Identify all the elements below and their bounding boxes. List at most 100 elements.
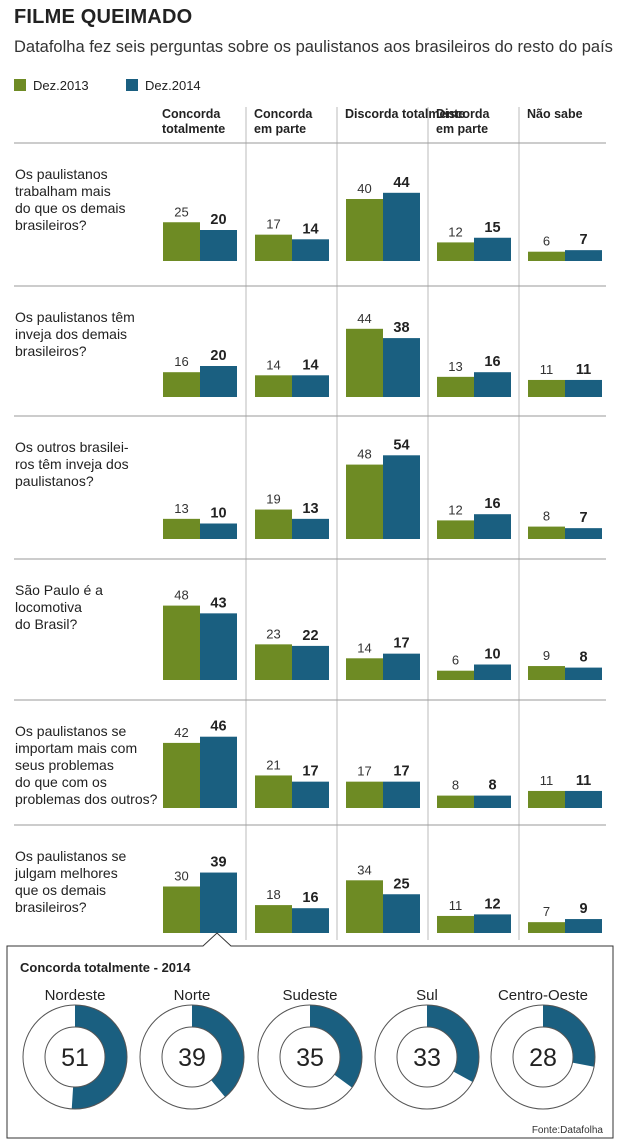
legend-swatch-2013 — [14, 79, 26, 91]
bar-2013-row-1-col-4 — [528, 379, 565, 397]
bar-2014-row-3-col-1 — [292, 645, 329, 680]
donut-inner-ring-3 — [396, 1026, 458, 1088]
value-label-2013-row-0-col-0: 25 — [174, 204, 188, 219]
value-label-2014-row-5-col-0: 39 — [210, 855, 226, 871]
question-0-line-1: trabalham mais — [15, 183, 111, 199]
bar-2013-row-0-col-0 — [163, 222, 200, 261]
bar-2014-row-1-col-2 — [383, 338, 420, 397]
column-header-1-line-0: Concorda — [254, 107, 313, 121]
bar-2013-row-3-col-1 — [255, 644, 292, 680]
value-label-2013-row-3-col-2: 14 — [357, 640, 371, 655]
question-1-line-0: Os paulistanos têm — [15, 309, 135, 325]
bar-2013-row-2-col-0 — [163, 518, 200, 539]
bar-2013-row-0-col-2 — [346, 199, 383, 261]
value-label-2014-row-1-col-4: 11 — [576, 362, 591, 378]
value-label-2014-row-5-col-3: 12 — [484, 896, 500, 912]
value-label-2013-row-1-col-1: 14 — [266, 357, 280, 372]
bar-2014-row-3-col-3 — [474, 664, 511, 680]
question-4-line-3: do que com os — [15, 774, 107, 790]
donut-inner-ring-2 — [279, 1026, 341, 1088]
value-label-2014-row-4-col-3: 8 — [488, 778, 496, 794]
question-0-line-3: brasileiros? — [15, 217, 87, 233]
value-label-2013-row-5-col-0: 30 — [174, 869, 188, 884]
value-label-2014-row-2-col-4: 7 — [579, 510, 587, 526]
column-header-1-line-1: em parte — [254, 122, 306, 136]
value-label-2013-row-4-col-2: 17 — [357, 764, 371, 779]
bar-2014-row-0-col-2 — [383, 192, 420, 261]
question-4-line-1: importam mais com — [15, 740, 137, 756]
value-label-2013-row-0-col-4: 6 — [543, 234, 550, 249]
question-0-line-2: do que os demais — [15, 200, 126, 216]
legend-label-2014: Dez.2014 — [145, 78, 201, 93]
column-header-4-line-0: Não sabe — [527, 107, 583, 121]
bar-2014-row-1-col-0 — [200, 366, 237, 397]
question-0-line-0: Os paulistanos — [15, 166, 108, 182]
value-label-2014-row-0-col-1: 14 — [302, 221, 318, 237]
value-label-2014-row-0-col-4: 7 — [579, 232, 587, 248]
question-3-line-0: São Paulo é a — [15, 582, 103, 598]
donut-arc-0 — [71, 1005, 127, 1109]
bar-2013-row-3-col-4 — [528, 666, 565, 680]
question-3-line-2: do Brasil? — [15, 616, 77, 632]
donut-inner-ring-4 — [512, 1026, 574, 1088]
value-label-2013-row-3-col-4: 9 — [543, 648, 550, 663]
value-label-2014-row-5-col-1: 16 — [302, 890, 318, 906]
source-note: Fonte:Datafolha — [532, 1125, 604, 1136]
bar-2013-row-0-col-3 — [437, 242, 474, 261]
question-5-line-1: julgam melhores — [14, 865, 118, 881]
value-label-2014-row-1-col-3: 16 — [484, 354, 500, 370]
bar-2013-row-4-col-3 — [437, 795, 474, 808]
value-label-2013-row-4-col-1: 21 — [266, 757, 280, 772]
legend-swatch-2014 — [126, 79, 138, 91]
donut-arc-4 — [542, 1005, 595, 1067]
bar-2013-row-2-col-1 — [255, 509, 292, 539]
bar-2014-row-0-col-3 — [474, 237, 511, 261]
value-label-2014-row-0-col-0: 20 — [210, 212, 226, 228]
value-label-2014-row-3-col-1: 22 — [302, 628, 318, 644]
value-label-2014-row-0-col-2: 44 — [393, 175, 409, 191]
bar-2014-row-5-col-1 — [292, 908, 329, 933]
question-5-line-0: Os paulistanos se — [15, 848, 126, 864]
value-label-2014-row-3-col-3: 10 — [484, 647, 500, 663]
value-label-2013-row-1-col-3: 13 — [448, 359, 462, 374]
bar-2013-row-1-col-2 — [346, 328, 383, 397]
donut-value-2: 35 — [296, 1044, 324, 1072]
value-label-2013-row-2-col-0: 13 — [174, 501, 188, 516]
bar-2013-row-4-col-0 — [163, 742, 200, 808]
value-label-2013-row-0-col-2: 40 — [357, 181, 371, 196]
donut-box-title: Concorda totalmente - 2014 — [20, 960, 191, 975]
bar-2014-row-4-col-0 — [200, 736, 237, 808]
bar-2013-row-1-col-3 — [437, 376, 474, 397]
donut-label-4: Centro-Oeste — [498, 987, 588, 1004]
donut-label-2: Sudeste — [282, 987, 337, 1004]
value-label-2014-row-5-col-4: 9 — [579, 901, 587, 917]
question-5-line-2: que os demais — [15, 882, 106, 898]
value-label-2013-row-3-col-0: 48 — [174, 588, 188, 603]
value-label-2014-row-1-col-0: 20 — [210, 348, 226, 364]
donut-value-3: 33 — [413, 1044, 441, 1072]
column-header-0-line-1: totalmente — [162, 122, 225, 136]
value-label-2013-row-2-col-4: 8 — [543, 509, 550, 524]
value-label-2013-row-1-col-2: 44 — [357, 311, 371, 326]
value-label-2014-row-2-col-0: 10 — [210, 506, 226, 522]
column-header-3-line-0: Discorda — [436, 107, 491, 121]
bar-2014-row-1-col-4 — [565, 379, 602, 397]
bar-2013-row-5-col-0 — [163, 886, 200, 933]
bar-2014-row-1-col-3 — [474, 372, 511, 397]
bar-2014-row-5-col-0 — [200, 872, 237, 933]
donut-value-1: 39 — [178, 1044, 206, 1072]
donut-inner-ring-1 — [161, 1026, 223, 1088]
value-label-2013-row-2-col-3: 12 — [448, 502, 462, 517]
bar-2013-row-4-col-1 — [255, 775, 292, 808]
bar-2014-row-0-col-4 — [565, 250, 602, 261]
value-label-2014-row-5-col-2: 25 — [393, 876, 409, 892]
bar-2013-row-0-col-1 — [255, 234, 292, 261]
value-label-2014-row-4-col-1: 17 — [302, 764, 318, 780]
value-label-2013-row-5-col-1: 18 — [266, 887, 280, 902]
column-header-0-line-0: Concorda — [162, 107, 221, 121]
bar-2014-row-0-col-0 — [200, 230, 237, 261]
bar-2014-row-0-col-1 — [292, 239, 329, 261]
question-2-line-1: ros têm inveja dos — [15, 456, 129, 472]
bar-2014-row-2-col-3 — [474, 514, 511, 539]
